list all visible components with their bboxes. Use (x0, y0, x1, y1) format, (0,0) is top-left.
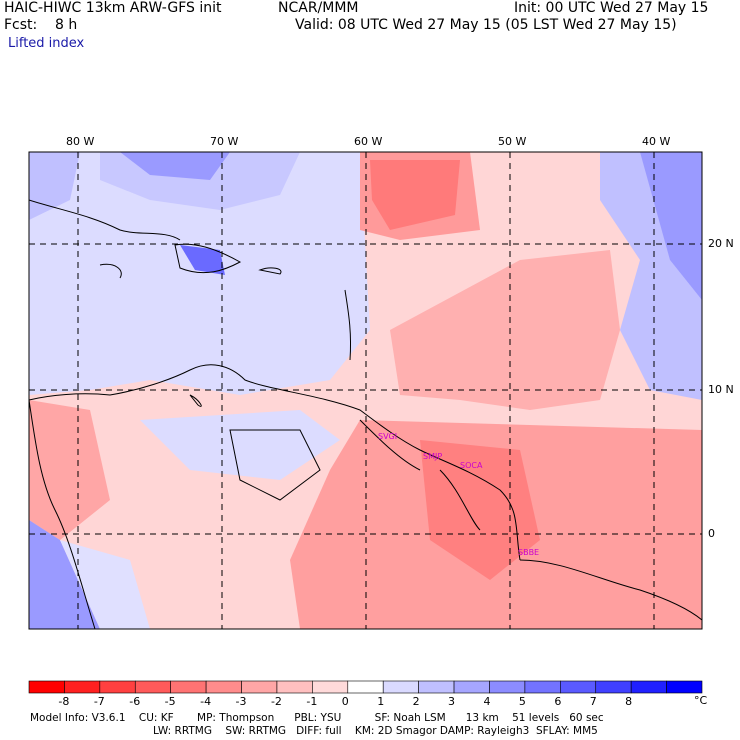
colorbar-swatch (28, 680, 65, 694)
colorbar-swatch (524, 680, 561, 694)
colorbar-tick-label: 8 (625, 695, 633, 708)
organization-label: NCAR/MMM (278, 0, 359, 16)
colorbar-tick-label: -8 (58, 695, 70, 708)
colorbar-swatch (630, 680, 667, 694)
colorbar-tick-label: -3 (235, 695, 247, 708)
colorbar-tick-label: -2 (270, 695, 282, 708)
colorbar-swatch (276, 680, 313, 694)
colorbar-tick-label: 6 (554, 695, 562, 708)
colorbar-swatch (241, 680, 278, 694)
colorbar-swatch (418, 680, 455, 694)
model-info-line1: Model Info: V3.6.1 CU: KF MP: Thompson P… (30, 712, 604, 724)
colorbar-swatch (134, 680, 171, 694)
colorbar-tick-label: 1 (377, 695, 385, 708)
colorbar-tick-label: -7 (93, 695, 105, 708)
station-svgi: SVGI (378, 432, 397, 441)
model-info-line2: LW: RRTMG SW: RRTMG DIFF: full KM: 2D Sm… (153, 725, 598, 737)
station-markers: SVGI SMJP SOCA SBBE (378, 432, 539, 557)
colorbar-swatch (64, 680, 101, 694)
valid-time: Valid: 08 UTC Wed 27 May 15 (05 LST Wed … (295, 17, 677, 33)
colorbar-tick-label: -4 (200, 695, 212, 708)
colorbar-swatch (99, 680, 136, 694)
lat-label-20n: 20 N (708, 237, 734, 250)
lon-label-40w: 40 W (642, 135, 671, 148)
station-smjp: SMJP (423, 452, 442, 461)
lat-label-eq: 0 (708, 527, 715, 540)
model-title: HAIC-HIWC 13km ARW-GFS init (4, 0, 222, 16)
colorbar-tick-label: -1 (306, 695, 318, 708)
colorbar-tick-label: 3 (448, 695, 456, 708)
colorbar-tick-label: 5 (518, 695, 526, 708)
colorbar-swatch (312, 680, 349, 694)
graticule (29, 152, 702, 629)
colorbar-swatch (205, 680, 242, 694)
colorbar-swatch (489, 680, 526, 694)
colorbar-tick-label: -6 (129, 695, 141, 708)
colorbar-swatch (560, 680, 597, 694)
field-name: Lifted index (8, 36, 85, 51)
colorbar-swatch (453, 680, 490, 694)
lon-label-60w: 60 W (354, 135, 383, 148)
lat-label-10n: 10 N (708, 383, 734, 396)
colorbar-tick-label: 7 (589, 695, 597, 708)
forecast-hour: Fcst: 8 h (4, 17, 78, 33)
colorbar-swatch (170, 680, 207, 694)
colorbar-swatch (347, 680, 384, 694)
colorbar-tick-label: -5 (164, 695, 176, 708)
station-soca: SOCA (460, 461, 483, 470)
map-frame (28, 151, 703, 630)
colorbar-swatch (382, 680, 419, 694)
colorbar-tick-label: 0 (341, 695, 349, 708)
lon-label-50w: 50 W (498, 135, 527, 148)
lon-label-70w: 70 W (210, 135, 239, 148)
colorbar-tick-label: 4 (483, 695, 491, 708)
colorbar-swatch (666, 680, 703, 694)
station-sbbe: SBBE (518, 548, 539, 557)
colorbar (28, 680, 703, 694)
lon-label-80w: 80 W (66, 135, 95, 148)
colorbar-swatch (595, 680, 632, 694)
colorbar-unit: °C (694, 694, 708, 707)
coastlines (29, 199, 702, 629)
init-time: Init: 00 UTC Wed 27 May 15 (514, 0, 709, 16)
colorbar-tick-label: 2 (412, 695, 420, 708)
